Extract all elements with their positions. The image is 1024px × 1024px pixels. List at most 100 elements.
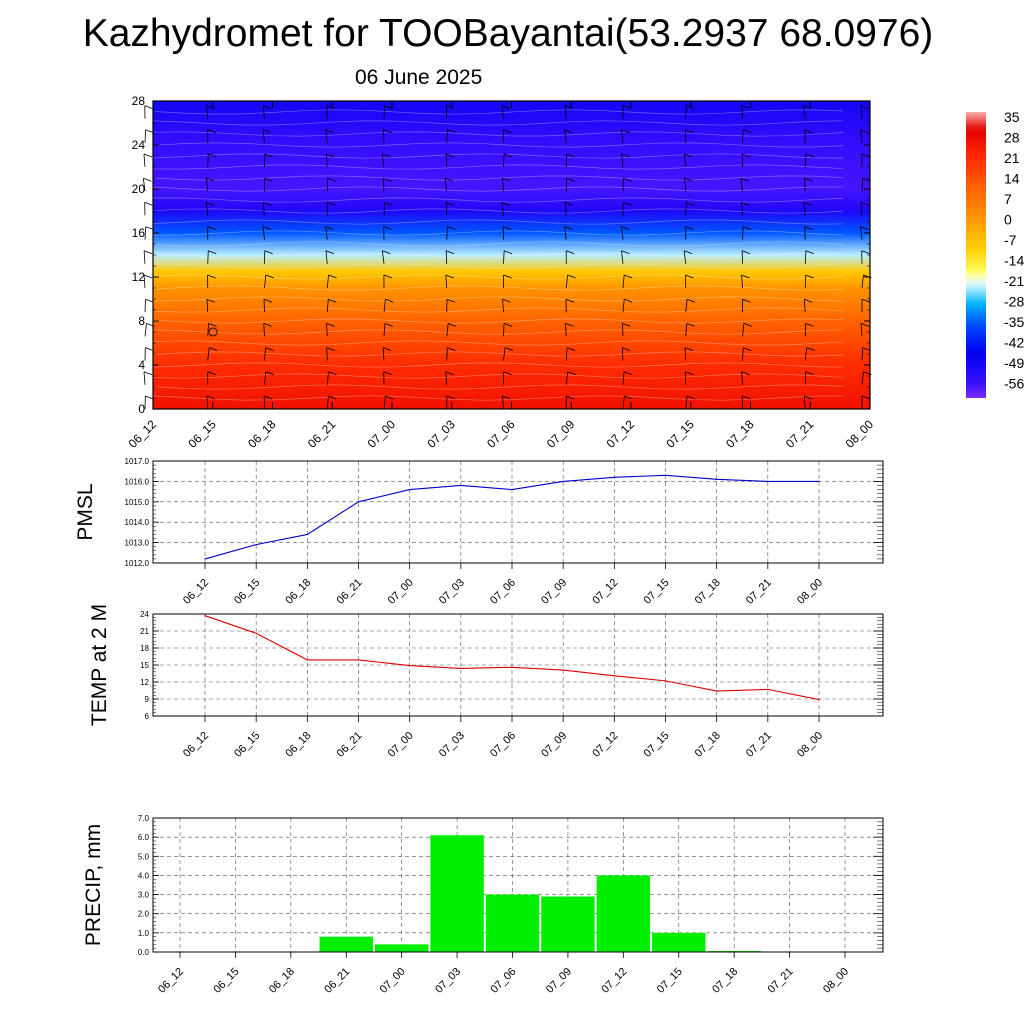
wind-barb [503,323,505,337]
wind-barb-flag [684,347,694,351]
wind-barb [804,250,807,264]
x-tick-label: 07_06 [484,417,518,451]
wind-barb-flag [382,177,392,182]
wind-barb [804,226,806,240]
wind-barb [445,274,448,289]
wind-barb-flag [383,226,392,230]
wind-barb-flag [446,298,456,303]
wind-barb [382,178,385,192]
colorbar-tick-label: -56 [1004,376,1024,392]
wind-barb-flag [503,274,512,279]
contour-line [152,285,844,291]
wind-barb-flag [742,226,752,230]
temp-panel: 6 9 12 15 18 21 24 06_12 06_15 06_18 06_21 07_00 07_… [88,604,884,760]
wind-barb-flag [265,347,274,351]
wind-barb [207,323,209,337]
wind-barb [206,178,209,192]
wind-barb-flag [328,371,337,376]
wind-barb-flag [742,395,751,400]
y-tick-label: 24 [132,138,146,152]
wind-barb [860,105,863,119]
wind-barb [446,347,448,361]
wind-barb-flag [621,153,630,158]
x-tick-label: 07_15 [655,966,685,996]
wind-barb [446,226,448,240]
wind-barb [382,347,385,361]
y-tick-label: 6 [145,712,150,721]
x-tick-label: 06_12 [181,730,211,760]
x-tick-label: 07_03 [433,966,463,996]
wind-barb-flag [803,202,812,206]
wind-barb-flag [143,250,153,255]
wind-barb [741,274,743,289]
y-tick-label: 28 [132,94,146,108]
wind-barb [325,250,328,264]
y-tick-label: 7.0 [138,814,150,823]
wind-barb-flag [567,274,576,279]
colorbar-tick-label: 21 [1004,150,1020,166]
wind-barb [503,153,505,168]
wind-barb-flag [384,323,393,327]
wind-barb [143,274,146,289]
x-tick-label: 07_09 [544,966,574,996]
wind-barb-flag [384,105,393,109]
wind-barb-flag [144,105,153,109]
wind-barb [144,323,147,337]
y-tick-label: 1015.0 [125,498,150,507]
wind-barb-flag [328,274,337,279]
wind-barb-flag [502,395,511,400]
wind-barb [685,299,688,313]
data-point [204,615,206,617]
contour-line [152,384,844,390]
x-tick-label: 06_12 [156,966,186,996]
wind-barb-flag [383,371,392,376]
wind-barb-flag [565,298,575,303]
colorbar-tick-label: -35 [1004,314,1024,330]
colorbar-tick-label: -49 [1004,355,1024,371]
data-point [511,488,513,491]
wind-barb-flag [804,298,813,303]
wind-barb [383,395,386,410]
contour-line [152,230,844,236]
wind-barb [622,323,624,337]
wind-barb-flag [624,274,633,279]
x-tick-label: 07_09 [544,417,578,451]
wind-barb-flag [567,371,576,376]
wind-barb-flag [566,395,575,400]
wind-barb [144,299,146,313]
wind-barb-flag [445,250,455,255]
x-tick-label: 07_15 [642,730,672,760]
wind-barb [803,395,806,410]
wind-barb [263,323,265,337]
wind-barb-flag [265,274,274,279]
wind-barb [741,371,743,385]
y-tick-label: 2.0 [138,910,150,919]
wind-barb [262,129,265,143]
wind-barb-flag [262,226,272,230]
wind-barb [803,299,806,313]
wind-barb-flag [861,250,870,255]
y-tick-label: 15 [140,661,149,670]
data-point [562,669,564,671]
wind-barb [207,250,209,264]
wind-barb [262,226,265,240]
wind-barb [207,347,210,361]
wind-barb [860,202,863,216]
x-tick-label: 07_09 [539,730,569,760]
wind-barb-flag [382,250,391,255]
data-point [613,675,615,677]
wind-barb-flag [447,226,456,230]
wind-barb [445,371,448,385]
wind-barb [564,226,567,240]
x-tick-label: 07_18 [693,730,723,760]
wind-barb-flag [503,250,513,255]
wind-barb-flag [445,153,455,158]
precip-bar [485,894,540,952]
wind-barb-flag [326,347,335,351]
wind-barb-flag [327,202,336,206]
wind-barb-flag [740,177,749,182]
precip-bar [374,944,429,952]
wind-barb-flag [686,395,696,400]
contour-line [152,274,844,280]
wind-barb-flag [445,371,454,376]
